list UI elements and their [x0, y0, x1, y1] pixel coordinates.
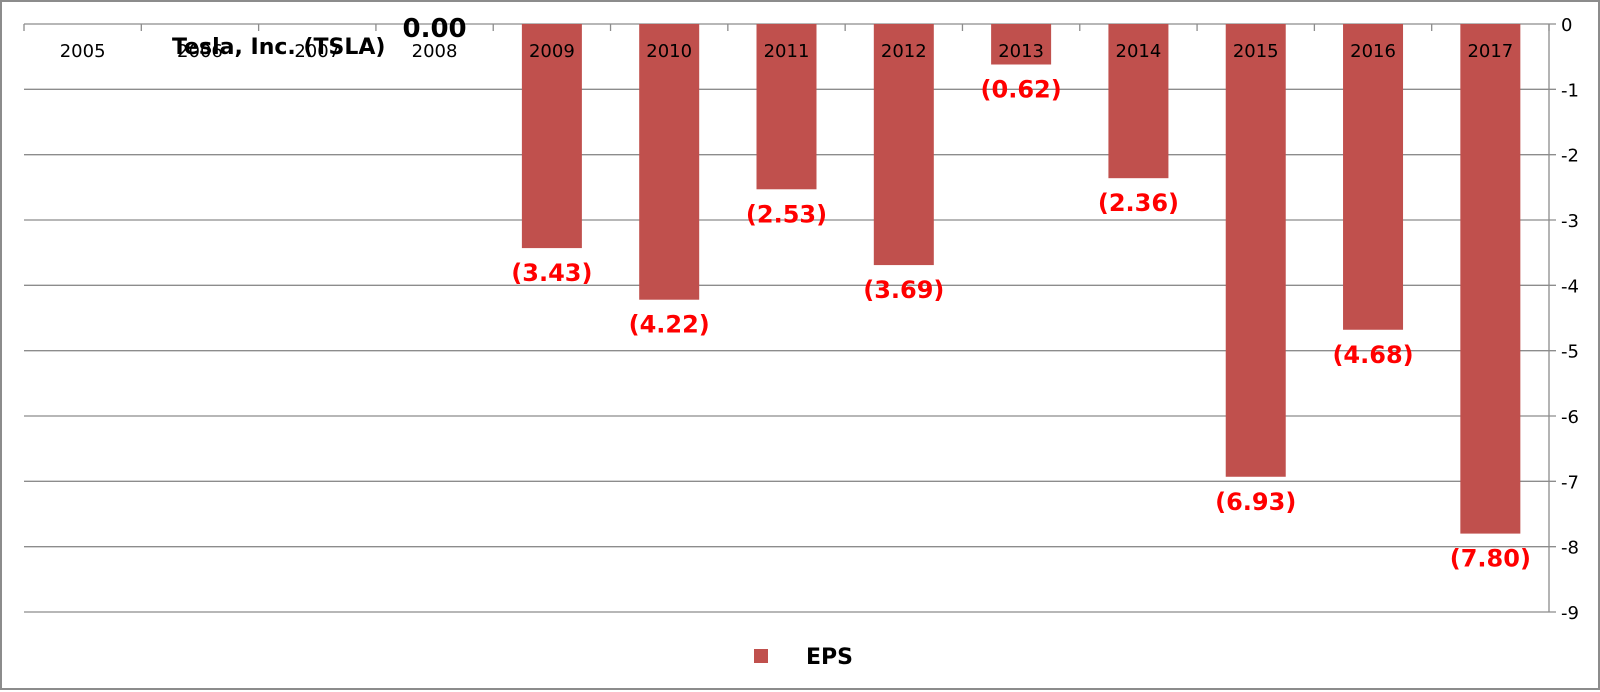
data-label-2010: (4.22) [629, 311, 710, 339]
y-tick-label: -6 [1561, 407, 1579, 428]
y-tick-label: -9 [1561, 603, 1579, 624]
category-label-2017: 2017 [1467, 41, 1513, 62]
bar-2010 [639, 24, 700, 300]
category-label-2012: 2012 [881, 41, 927, 62]
bars [521, 24, 1521, 534]
category-label-2009: 2009 [529, 41, 575, 62]
y-tick-label: -1 [1561, 80, 1579, 101]
bar-2014 [1108, 24, 1169, 179]
category-label-2014: 2014 [1116, 41, 1162, 62]
y-tick-label: -4 [1561, 276, 1579, 297]
bar-2017 [1460, 24, 1521, 534]
legend: EPS [754, 645, 853, 670]
data-labels: 0.00 (3.43) (4.22) (2.53) (3.69) (0.62) (2.36)… [402, 14, 1530, 573]
bar-2012 [873, 24, 934, 266]
y-tick-label: -8 [1561, 538, 1579, 559]
data-label-2014: (2.36) [1098, 189, 1179, 217]
category-label-2010: 2010 [646, 41, 692, 62]
data-label-2008: 0.00 [402, 14, 466, 44]
y-tick-label: 0 [1561, 15, 1572, 36]
bar-2016 [1343, 24, 1404, 330]
chart-title: Tesla, Inc. (TSLA) [172, 35, 385, 60]
bar-2015 [1225, 24, 1286, 477]
category-labels: 2005 2006 2007 2008 2009 2010 2011 2012 2013 2014… [60, 41, 1514, 62]
bar-2011 [756, 24, 817, 190]
bar-2009 [521, 24, 582, 249]
gridlines [24, 23, 1556, 613]
data-label-2017: (7.80) [1450, 545, 1531, 573]
y-tick-label: -7 [1561, 472, 1579, 493]
category-label-2015: 2015 [1233, 41, 1279, 62]
y-tick-label: -5 [1561, 342, 1579, 363]
category-label-2013: 2013 [998, 41, 1044, 62]
category-label-2011: 2011 [764, 41, 810, 62]
category-label-2008: 2008 [412, 41, 458, 62]
category-label-2007: 2007 [294, 41, 340, 62]
category-label-2006: 2006 [177, 41, 223, 62]
bar-2013 [991, 24, 1052, 65]
y-tick-label: -3 [1561, 211, 1579, 232]
y-tick-label: -2 [1561, 146, 1579, 167]
data-label-2012: (3.69) [863, 276, 944, 304]
y-axis: 0 -1 -2 -3 -4 -5 -6 -7 -8 -9 [23, 15, 1579, 624]
legend-swatch [754, 649, 768, 663]
category-label-2016: 2016 [1350, 41, 1396, 62]
category-label-2005: 2005 [60, 41, 106, 62]
data-label-2009: (3.43) [511, 259, 592, 287]
data-label-2013: (0.62) [981, 76, 1062, 104]
data-label-2016: (4.68) [1332, 341, 1413, 369]
legend-label: EPS [806, 645, 853, 670]
data-label-2011: (2.53) [746, 200, 827, 228]
data-label-2015: (6.93) [1215, 488, 1296, 516]
